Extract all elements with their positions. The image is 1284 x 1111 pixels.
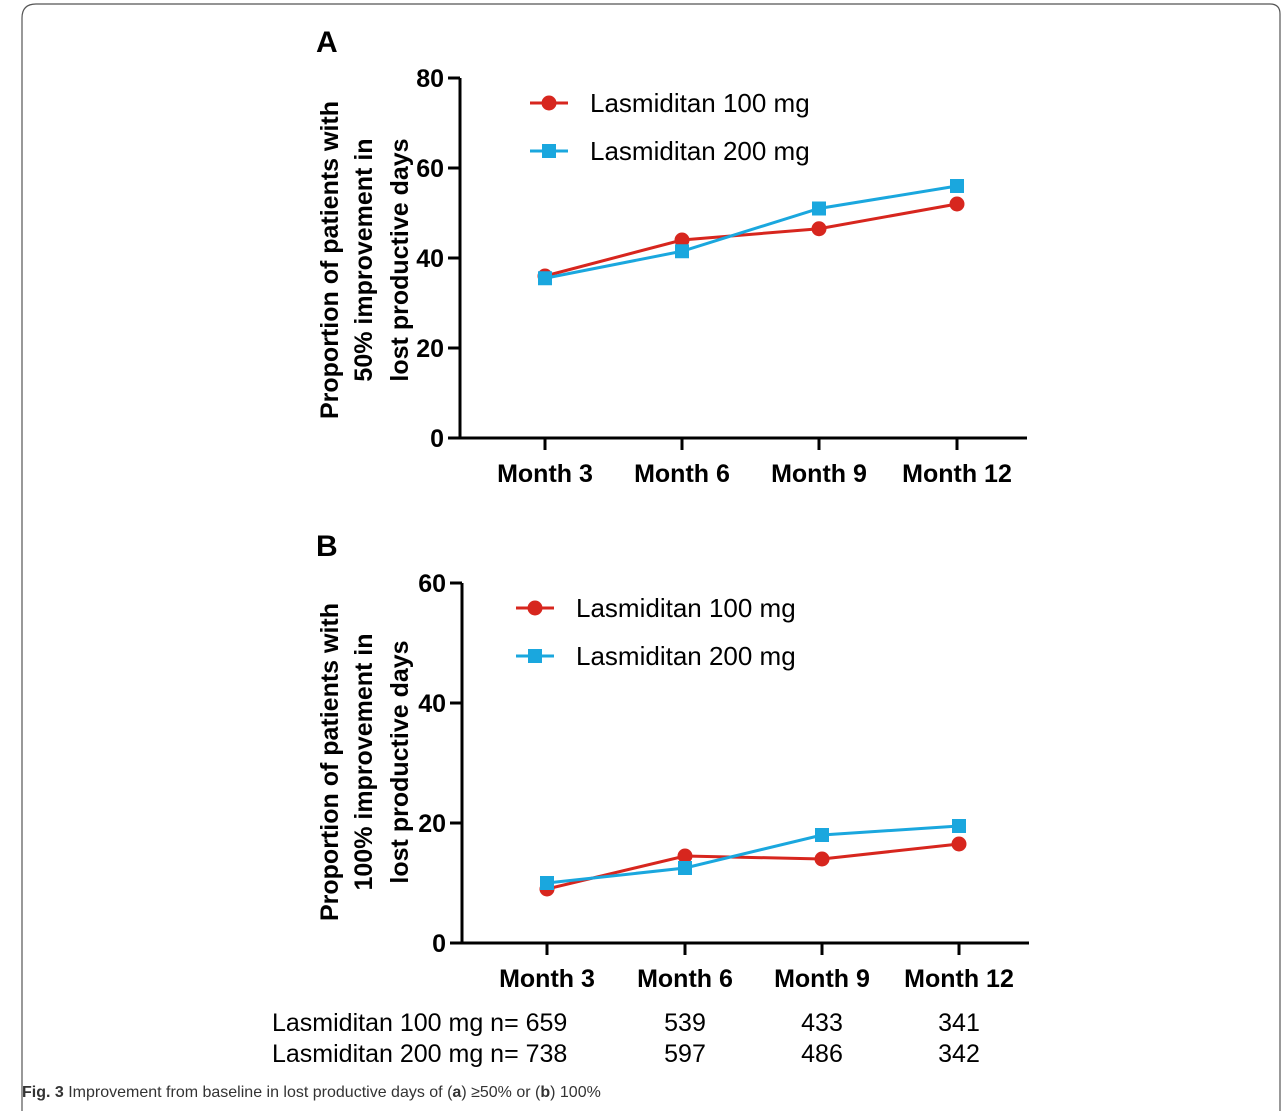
n-table-cell: 597 [664, 1040, 706, 1068]
panel-a-series-100mg-point [811, 221, 827, 237]
panel-b-ylabel-line: 100% improvement in [350, 633, 378, 890]
panel-a-series-200mg-point [812, 201, 826, 216]
panel-a-x-tick-label: Month 9 [771, 460, 867, 488]
panel-b-ylabel-line: Proportion of patients with [316, 603, 344, 921]
n-table-cell: 539 [664, 1009, 706, 1037]
caption-fig-label: Fig. 3 [22, 1084, 64, 1101]
panel-a-legend-label: Lasmiditan 200 mg [590, 136, 810, 166]
panel-a-legend-marker-square [542, 144, 556, 158]
n-table-cell: 341 [938, 1009, 980, 1037]
panel-b-legend-marker-circle [527, 600, 543, 616]
panel-a-series-200mg-point [675, 244, 689, 259]
n-table-cell: 342 [938, 1040, 980, 1068]
panel-b-series-100mg-point [677, 848, 693, 864]
panel-a-x-tick-label: Month 3 [497, 460, 593, 488]
panel-a-legend-marker-circle [541, 95, 557, 111]
panel-b-series-200mg-line [546, 824, 960, 885]
caption-letter-a: a [452, 1084, 462, 1101]
caption-text-3: ) 100% [550, 1084, 601, 1101]
panel-a-series-200mg-point [950, 179, 964, 193]
panel-b-legend-label: Lasmiditan 100 mg [576, 593, 796, 623]
panel-b-y-tick-label: 60 [418, 570, 446, 598]
n-table-row-label: Lasmiditan 100 mg n= 659 [272, 1009, 567, 1037]
panel-a-ylabel-line: 50% improvement in [350, 138, 378, 381]
panel-b-y-tick-label: 40 [418, 690, 446, 718]
panel-b-y-tick-label: 0 [432, 930, 446, 958]
panel-a-y-tick-label: 20 [416, 335, 444, 363]
panel-b-series-200mg-point [540, 876, 554, 890]
panel-a-series-200mg-point [538, 271, 552, 286]
figure-caption: Fig. 3 Improvement from baseline in lost… [22, 1084, 601, 1102]
panel-a-y-tick-label: 80 [416, 65, 444, 93]
panel-b-y-tick-label: 20 [418, 810, 446, 838]
panel-a-y-tick-label: 60 [416, 155, 444, 183]
panel-b-x-tick-label: Month 6 [637, 965, 733, 993]
panel-a-x-tick-label: Month 12 [902, 460, 1012, 488]
panel-a-x-tick-label: Month 6 [634, 460, 730, 488]
panel-b-legend-label: Lasmiditan 200 mg [576, 641, 796, 671]
panel-b-series-200mg-point [815, 828, 829, 842]
panel-b-series-100mg-point [951, 836, 967, 852]
panel-a-ylabel-line: lost productive days [386, 138, 414, 381]
panel-a-y-tick-label: 40 [416, 245, 444, 273]
panel-a-legend-label: Lasmiditan 100 mg [590, 88, 810, 118]
caption-text-1: Improvement from baseline in lost produc… [63, 1084, 453, 1101]
panel-b-x-tick-label: Month 9 [774, 965, 870, 993]
panel-a-series-100mg-point [674, 232, 690, 248]
caption-text-2: ) ≥50% or ( [461, 1084, 541, 1101]
panel-a-series-200mg-line [544, 184, 958, 280]
panel-a-ylabel-line: Proportion of patients with [316, 101, 344, 419]
n-table-cell: 433 [801, 1009, 843, 1037]
panel-b-series-200mg-point [952, 819, 966, 833]
panel-a-series-100mg-point [949, 196, 965, 212]
panel-a-y-tick-label: 0 [430, 425, 444, 453]
panel-b-ylabel-line: lost productive days [386, 640, 414, 883]
panel-b-series-100mg-point [814, 851, 830, 867]
panel-b-series-100mg-line [546, 842, 960, 891]
panel-b-series-200mg-point [678, 861, 692, 875]
panel-b-legend-marker-square [528, 649, 542, 663]
panel-b-letter: B [316, 530, 338, 563]
panel-b-x-tick-label: Month 3 [499, 965, 595, 993]
panel-a-letter: A [316, 26, 338, 59]
caption-letter-b: b [540, 1084, 551, 1101]
n-table-cell: 486 [801, 1040, 843, 1068]
panel-b-x-tick-label: Month 12 [904, 965, 1014, 993]
n-table-row-label: Lasmiditan 200 mg n= 738 [272, 1040, 567, 1068]
panel-a-series-100mg-line [544, 202, 958, 278]
figure-border [21, 3, 1281, 1111]
